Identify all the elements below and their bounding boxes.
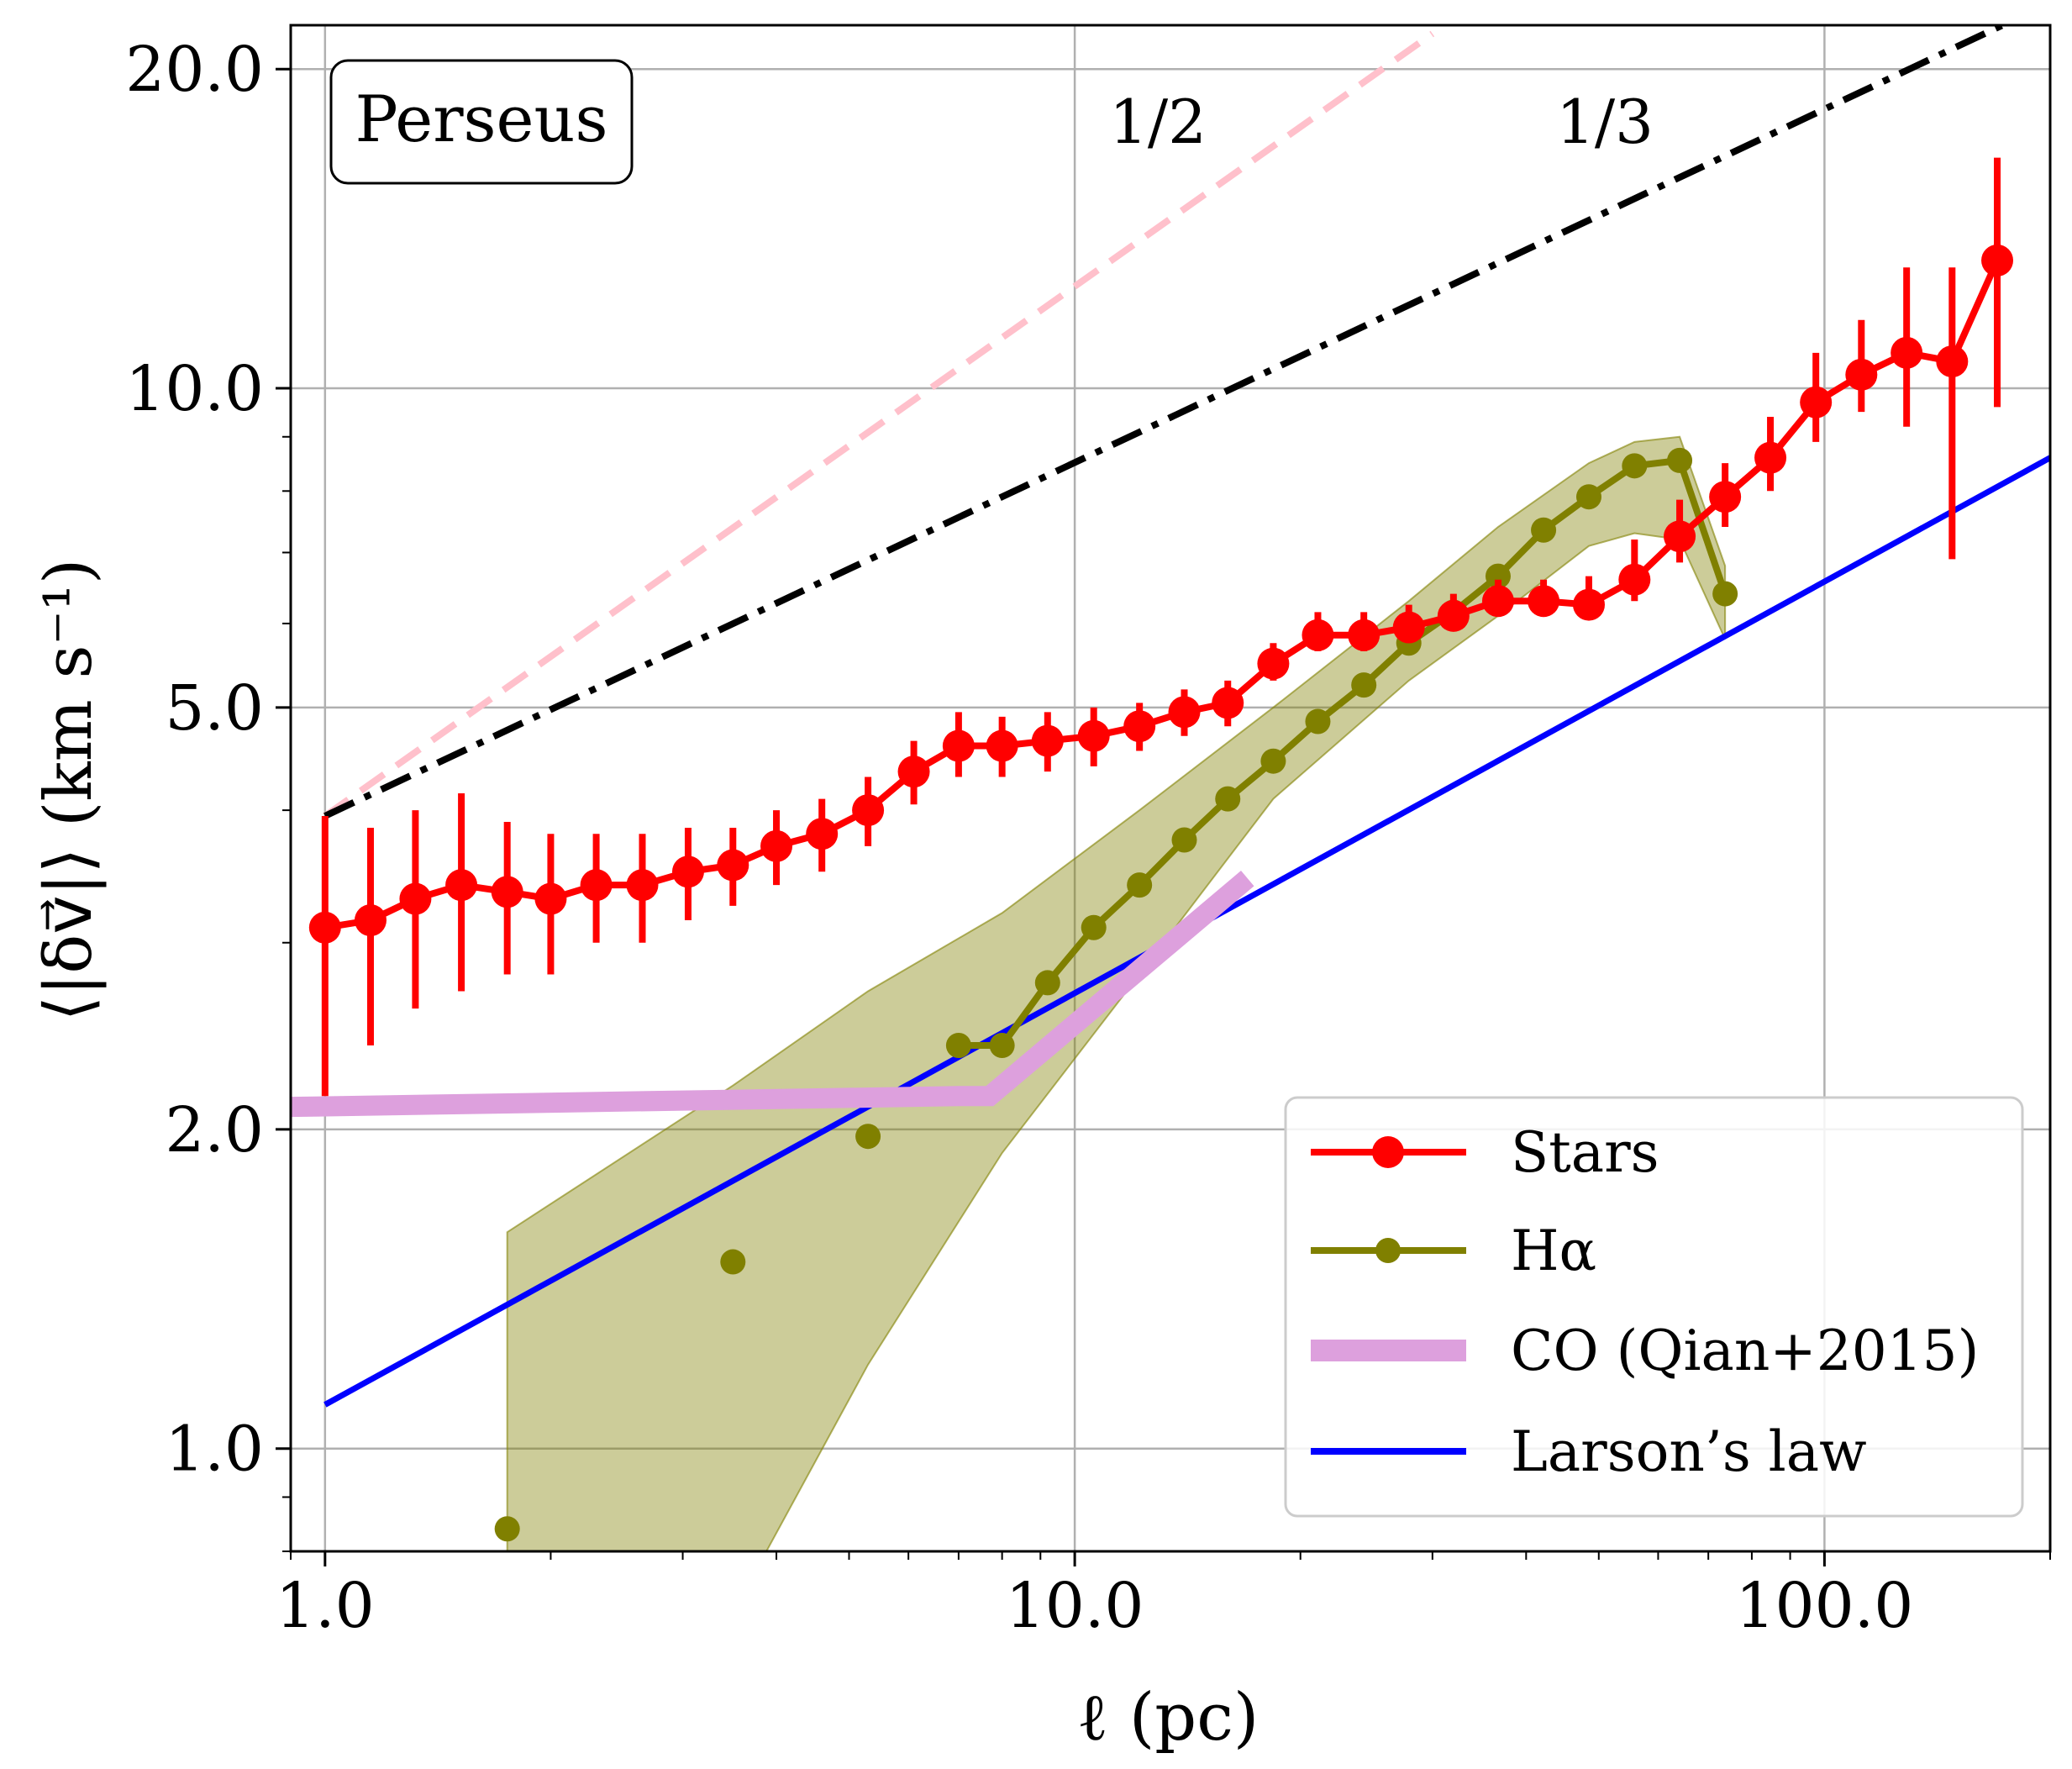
slope-third-label: 1/3 bbox=[1556, 87, 1654, 157]
halpha-point bbox=[989, 1033, 1015, 1059]
halpha-point bbox=[1622, 453, 1648, 479]
halpha-point bbox=[855, 1124, 881, 1150]
legend-frame bbox=[1284, 1096, 2024, 1518]
x-axis-label: ℓ (pc) bbox=[1077, 1680, 1260, 1756]
halpha-point bbox=[1667, 447, 1693, 473]
halpha-point bbox=[1034, 970, 1060, 996]
x-tick-label: 1.0 bbox=[276, 1570, 375, 1642]
stars-point bbox=[308, 911, 341, 944]
stars-point bbox=[491, 876, 523, 908]
plot-frame bbox=[289, 24, 2052, 1553]
stars-point bbox=[1664, 520, 1696, 553]
slope-third-line bbox=[323, 25, 2011, 819]
slope-half-line bbox=[323, 30, 1435, 819]
stars-point bbox=[534, 882, 567, 915]
legend-stars-label: Stars bbox=[1511, 1120, 1659, 1185]
region-box-frame bbox=[329, 59, 634, 185]
stars-point bbox=[986, 729, 1018, 762]
stars-point bbox=[671, 856, 704, 888]
stars-point bbox=[1077, 719, 1110, 752]
halpha-point bbox=[1305, 708, 1331, 734]
legend-co-label: CO (Qian+2015) bbox=[1511, 1319, 1979, 1383]
halpha-point bbox=[1531, 517, 1557, 543]
stars-point bbox=[1709, 481, 1742, 513]
stars-point bbox=[1168, 696, 1201, 729]
legend-stars-marker bbox=[1372, 1136, 1404, 1168]
stars-point bbox=[942, 729, 975, 762]
stars-point bbox=[1031, 724, 1064, 757]
halpha-point bbox=[1215, 786, 1241, 812]
halpha-point bbox=[1485, 563, 1511, 589]
halpha-point bbox=[1575, 484, 1601, 510]
y-tick-label: 5.0 bbox=[165, 672, 264, 745]
halpha-point bbox=[494, 1516, 520, 1542]
stars-point bbox=[1123, 710, 1156, 743]
stars-point bbox=[806, 818, 839, 850]
co-line bbox=[291, 870, 1254, 1118]
stars-point bbox=[1302, 619, 1334, 651]
legend-halpha-marker bbox=[1375, 1238, 1401, 1263]
region-box: Perseus bbox=[329, 59, 634, 185]
stars-point bbox=[1257, 647, 1290, 680]
stars-point bbox=[354, 904, 387, 937]
y-tick-label: 2.0 bbox=[165, 1094, 264, 1166]
slope-half-label: 1/2 bbox=[1109, 87, 1207, 157]
y-tick-label: 1.0 bbox=[165, 1414, 264, 1486]
y-tick-label: 10.0 bbox=[125, 353, 264, 425]
region-label: Perseus bbox=[355, 82, 608, 156]
stars-point bbox=[1936, 345, 1969, 378]
stars-point bbox=[445, 869, 478, 902]
stars-point bbox=[1754, 441, 1787, 474]
halpha-point bbox=[1260, 748, 1286, 774]
series-layer bbox=[291, 157, 2014, 1542]
axis-ticks: 1.0 10.0 100.0 1.0 2.0 5.0 10.0 20.0 bbox=[125, 34, 2051, 1642]
legend-larson-label: Larson’s law bbox=[1511, 1419, 1867, 1484]
stars-point bbox=[399, 882, 432, 915]
halpha-point bbox=[945, 1033, 971, 1059]
halpha-point bbox=[1127, 872, 1153, 898]
stars-point bbox=[760, 829, 793, 862]
halpha-point bbox=[720, 1249, 746, 1275]
stars-point bbox=[1437, 599, 1470, 632]
stars-point bbox=[1618, 563, 1651, 596]
stars-point bbox=[717, 849, 749, 882]
stars-point bbox=[852, 794, 885, 827]
stars-point bbox=[897, 756, 930, 788]
stars-point bbox=[626, 869, 659, 902]
x-tick-label: 100.0 bbox=[1735, 1570, 1913, 1642]
stars-point bbox=[1891, 336, 1923, 369]
stars-point bbox=[1528, 585, 1560, 618]
legend-halpha-label: Hα bbox=[1511, 1219, 1596, 1283]
stars-point bbox=[1392, 611, 1425, 644]
stars-point bbox=[580, 869, 613, 902]
stars-point bbox=[1481, 585, 1514, 618]
legend: Stars Hα CO (Qian+2015) Larson’s law bbox=[1284, 1096, 2024, 1518]
y-axis-label: ⟨|δv⃗|⟩ (km s⁻¹) bbox=[31, 559, 107, 1022]
stars-point bbox=[1800, 386, 1833, 419]
halpha-point bbox=[1171, 827, 1197, 853]
y-tick-label: 20.0 bbox=[125, 34, 264, 106]
stars-point bbox=[1212, 687, 1244, 719]
x-tick-label: 10.0 bbox=[1006, 1570, 1144, 1642]
halpha-point bbox=[1712, 581, 1738, 607]
halpha-point bbox=[1081, 914, 1107, 940]
stars-point bbox=[1348, 619, 1380, 651]
stars-point bbox=[1572, 588, 1605, 621]
stars-point bbox=[1981, 244, 2014, 276]
stars-point bbox=[1845, 358, 1878, 391]
halpha-point bbox=[1351, 672, 1377, 698]
